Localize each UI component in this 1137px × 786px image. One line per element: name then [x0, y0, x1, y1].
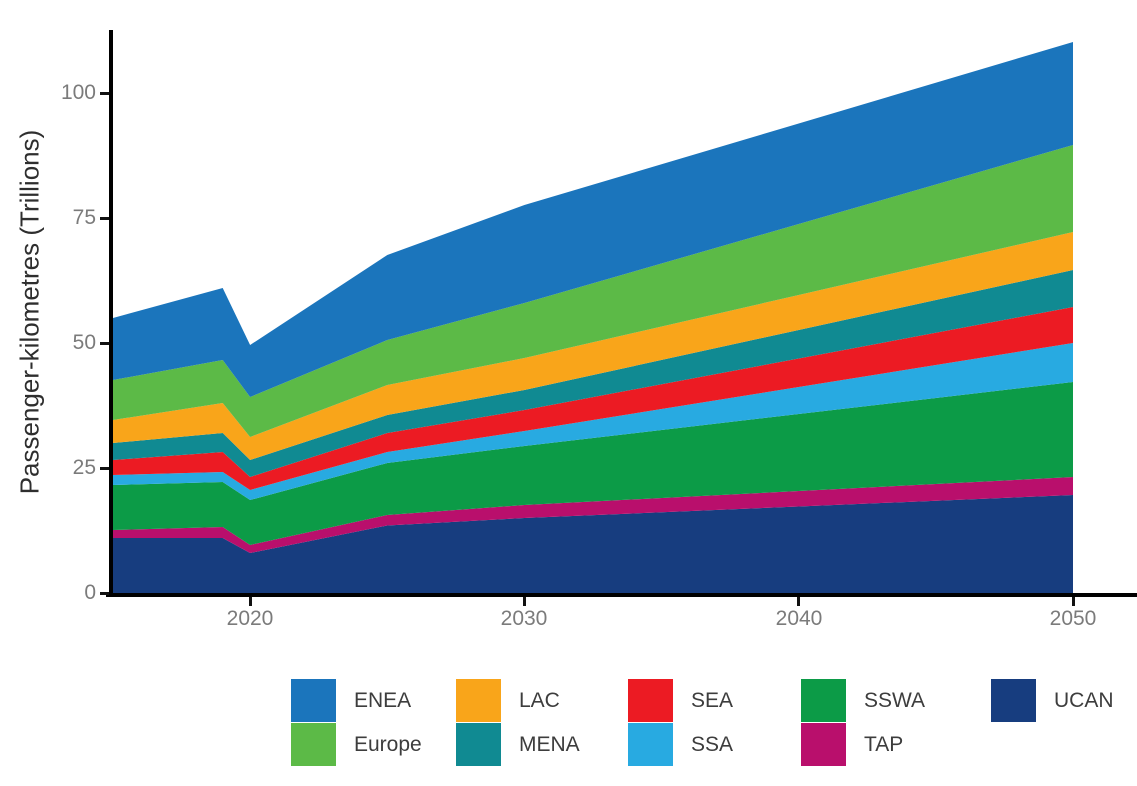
- area-ucan: [113, 495, 1073, 593]
- y-tick-mark: [100, 342, 109, 345]
- y-axis-title: Passenger-kilometres (Trillions): [14, 129, 45, 495]
- legend-label-ucan: UCAN: [1054, 689, 1114, 712]
- legend-label-tap: TAP: [864, 733, 904, 756]
- y-tick-label: 25: [72, 456, 96, 479]
- y-tick-label: 100: [60, 81, 96, 104]
- x-tick-mark: [249, 597, 252, 606]
- x-tick-label: 2020: [226, 607, 274, 630]
- area-sswa: [113, 382, 1073, 545]
- legend-swatch-ucan: [991, 679, 1036, 722]
- legend-label-enea: ENEA: [354, 689, 412, 712]
- area-lac: [113, 232, 1073, 460]
- y-tick-mark: [100, 217, 109, 220]
- legend-swatch-sea: [628, 679, 673, 722]
- legend-label-sea: SEA: [691, 689, 734, 712]
- legend-swatch-lac: [456, 679, 501, 722]
- area-ssa: [113, 343, 1073, 500]
- x-tick-mark: [1072, 597, 1075, 606]
- y-tick-label: 0: [84, 581, 96, 604]
- area-tap: [113, 477, 1073, 553]
- legend-label-sswa: SSWA: [864, 689, 926, 712]
- y-axis-line: [109, 30, 113, 597]
- legend-label-ssa: SSA: [691, 733, 734, 756]
- legend-swatch-enea: [291, 679, 336, 722]
- legend-swatch-tap: [801, 723, 846, 766]
- x-tick-label: 2050: [1049, 607, 1097, 630]
- area-europe: [113, 145, 1073, 437]
- x-tick-mark: [797, 597, 800, 606]
- legend-swatch-sswa: [801, 679, 846, 722]
- legend-swatch-mena: [456, 723, 501, 766]
- legend-swatch-europe: [291, 723, 336, 766]
- y-tick-mark: [100, 592, 109, 595]
- legend-swatch-ssa: [628, 723, 673, 766]
- y-tick-label: 50: [72, 331, 96, 354]
- x-tick-mark: [523, 597, 526, 606]
- y-tick-label: 75: [72, 206, 96, 229]
- area-sea: [113, 307, 1073, 490]
- legend-label-europe: Europe: [354, 733, 422, 756]
- y-tick-mark: [100, 467, 109, 470]
- y-tick-mark: [100, 92, 109, 95]
- x-axis-line: [106, 593, 1137, 597]
- x-tick-label: 2040: [775, 607, 823, 630]
- legend-label-lac: LAC: [519, 689, 560, 712]
- legend-label-mena: MENA: [519, 733, 580, 756]
- x-tick-label: 2030: [500, 607, 548, 630]
- area-enea: [113, 42, 1073, 397]
